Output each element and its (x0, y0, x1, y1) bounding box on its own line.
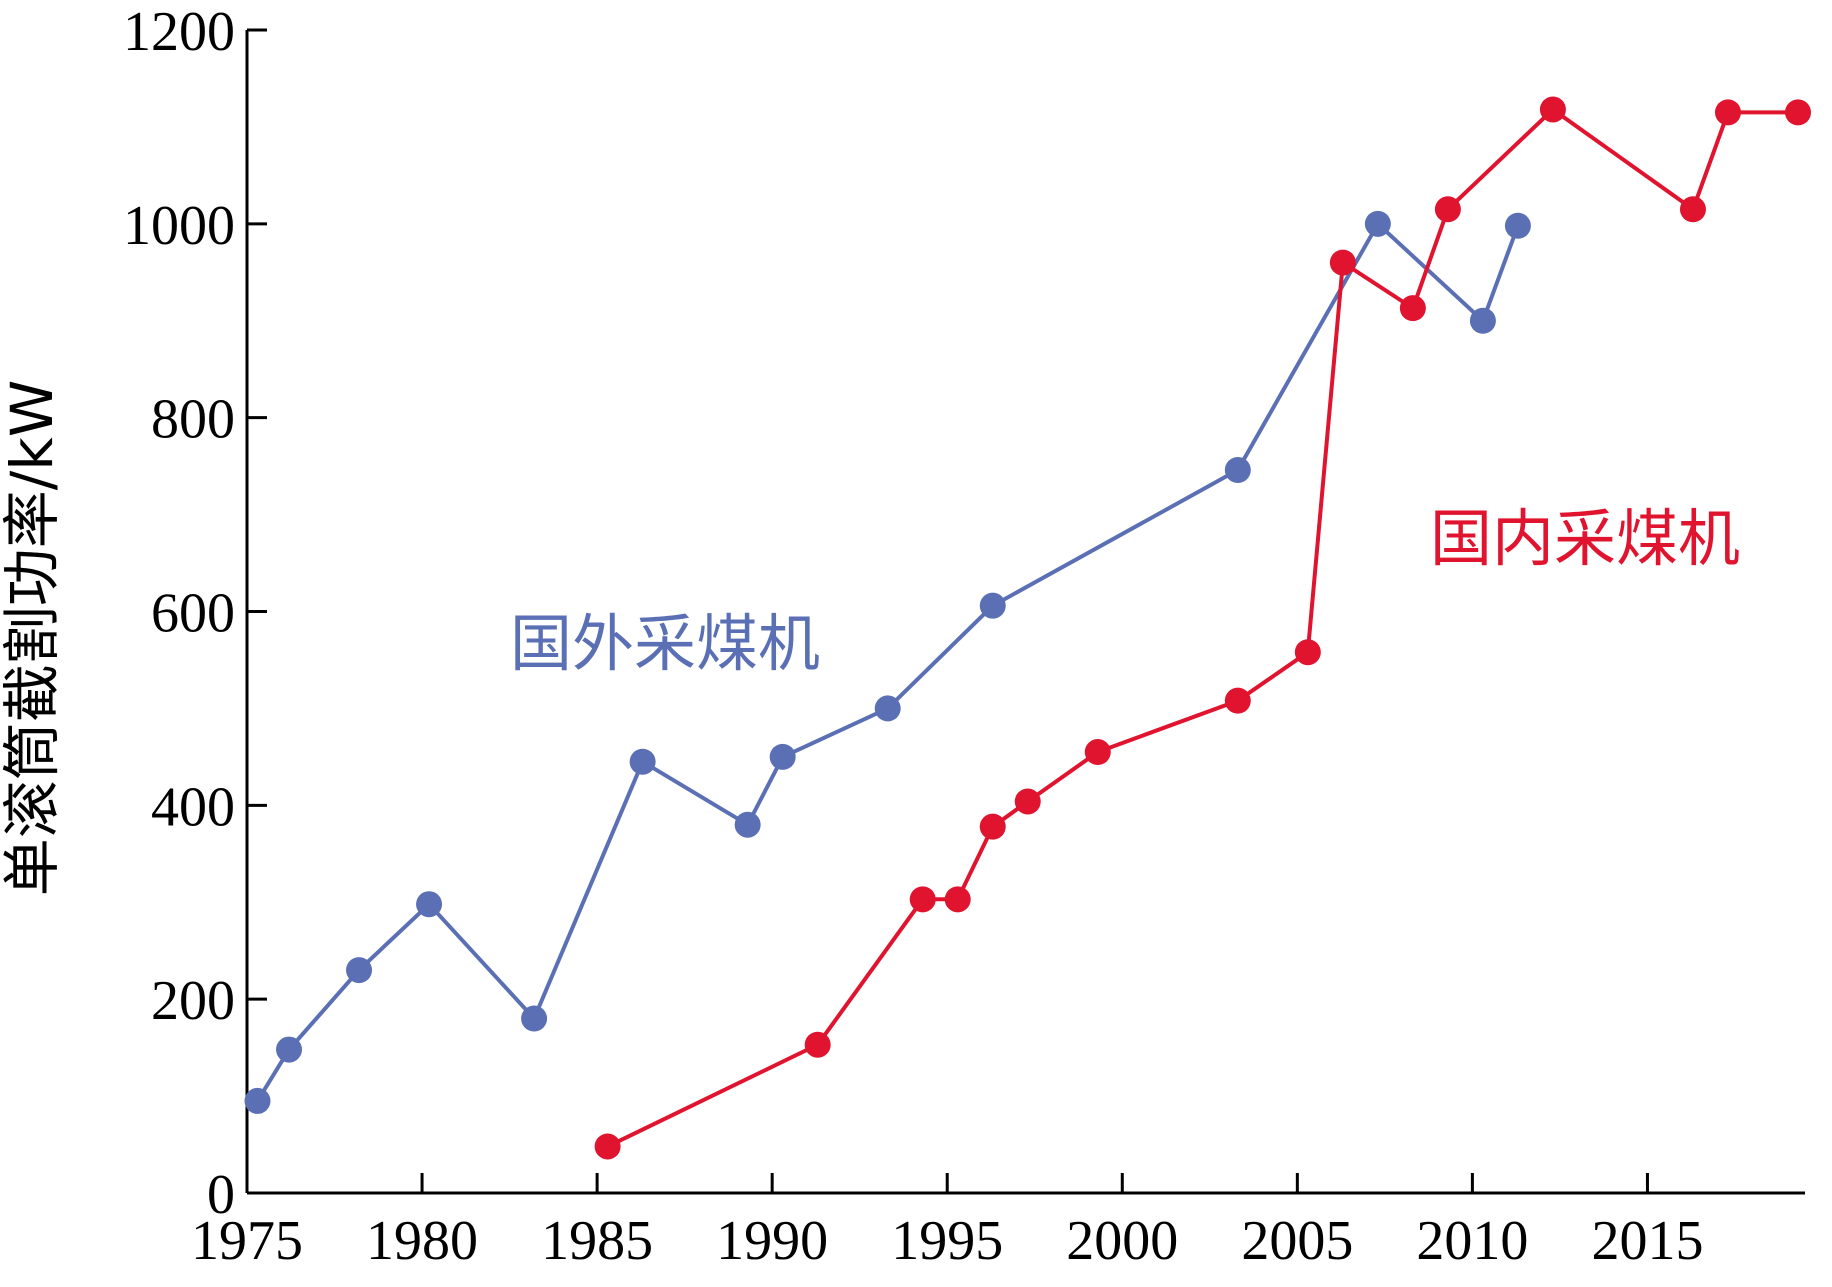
data-point (1329, 249, 1356, 276)
x-tick-label: 1975 (191, 1210, 303, 1272)
data-point (594, 1133, 621, 1160)
data-point (1224, 687, 1251, 714)
series-line (606, 107, 1798, 1149)
x-tick-label: 2010 (1416, 1210, 1528, 1272)
data-point (1504, 212, 1531, 239)
data-point (1399, 295, 1426, 322)
y-tick-label: 400 (151, 776, 235, 838)
x-tick-label: 2000 (1066, 1210, 1178, 1272)
data-point (244, 1087, 271, 1114)
y-tick-label: 200 (151, 970, 235, 1032)
series-2: 国内采煤机 (594, 96, 1811, 1160)
series-line (255, 221, 1520, 1102)
data-point (769, 743, 796, 770)
data-point (1539, 96, 1566, 123)
data-point (734, 811, 761, 838)
data-point (521, 1005, 548, 1032)
data-point (979, 592, 1006, 619)
data-point (1014, 788, 1041, 815)
data-point (1224, 457, 1251, 484)
y-tick-label: 600 (151, 583, 235, 645)
x-tick-label: 2005 (1241, 1210, 1353, 1272)
y-axis-label: 单滚筒截割功率/kW (0, 380, 66, 896)
data-point (804, 1031, 831, 1058)
data-point (1714, 99, 1741, 126)
x-tick-label: 1980 (366, 1210, 478, 1272)
data-point (1469, 307, 1496, 334)
y-tick-label: 1000 (123, 195, 235, 257)
x-tick-label: 1985 (541, 1210, 653, 1272)
x-tick-label: 2015 (1591, 1210, 1703, 1272)
series-1: 国外采煤机 (244, 210, 1531, 1114)
data-point (944, 886, 971, 913)
series-layer: 国外采煤机 国内采煤机 (244, 96, 1811, 1160)
data-point (1294, 639, 1321, 666)
x-tick-label: 1995 (891, 1210, 1003, 1272)
y-tick-label: 0 (207, 1164, 235, 1226)
data-point (629, 748, 656, 775)
data-point (874, 695, 901, 722)
data-point (346, 957, 373, 984)
y-tick-label: 800 (151, 389, 235, 451)
axes: 0 200 400 600 800 1000 1200 1975 1980 1985 1990 199… (123, 1, 1805, 1272)
y-tick-label: 1200 (123, 1, 235, 63)
data-point (276, 1036, 303, 1063)
data-point (909, 886, 936, 913)
data-point (1084, 739, 1111, 766)
data-point (1784, 99, 1811, 126)
data-point (1434, 196, 1461, 223)
data-point (979, 813, 1006, 840)
data-point (416, 891, 443, 918)
series-label: 国内采煤机 (1430, 502, 1740, 575)
x-tick-label: 1990 (716, 1210, 828, 1272)
data-point (1679, 196, 1706, 223)
data-point (1364, 210, 1391, 237)
series-label: 国外采煤机 (510, 607, 820, 680)
